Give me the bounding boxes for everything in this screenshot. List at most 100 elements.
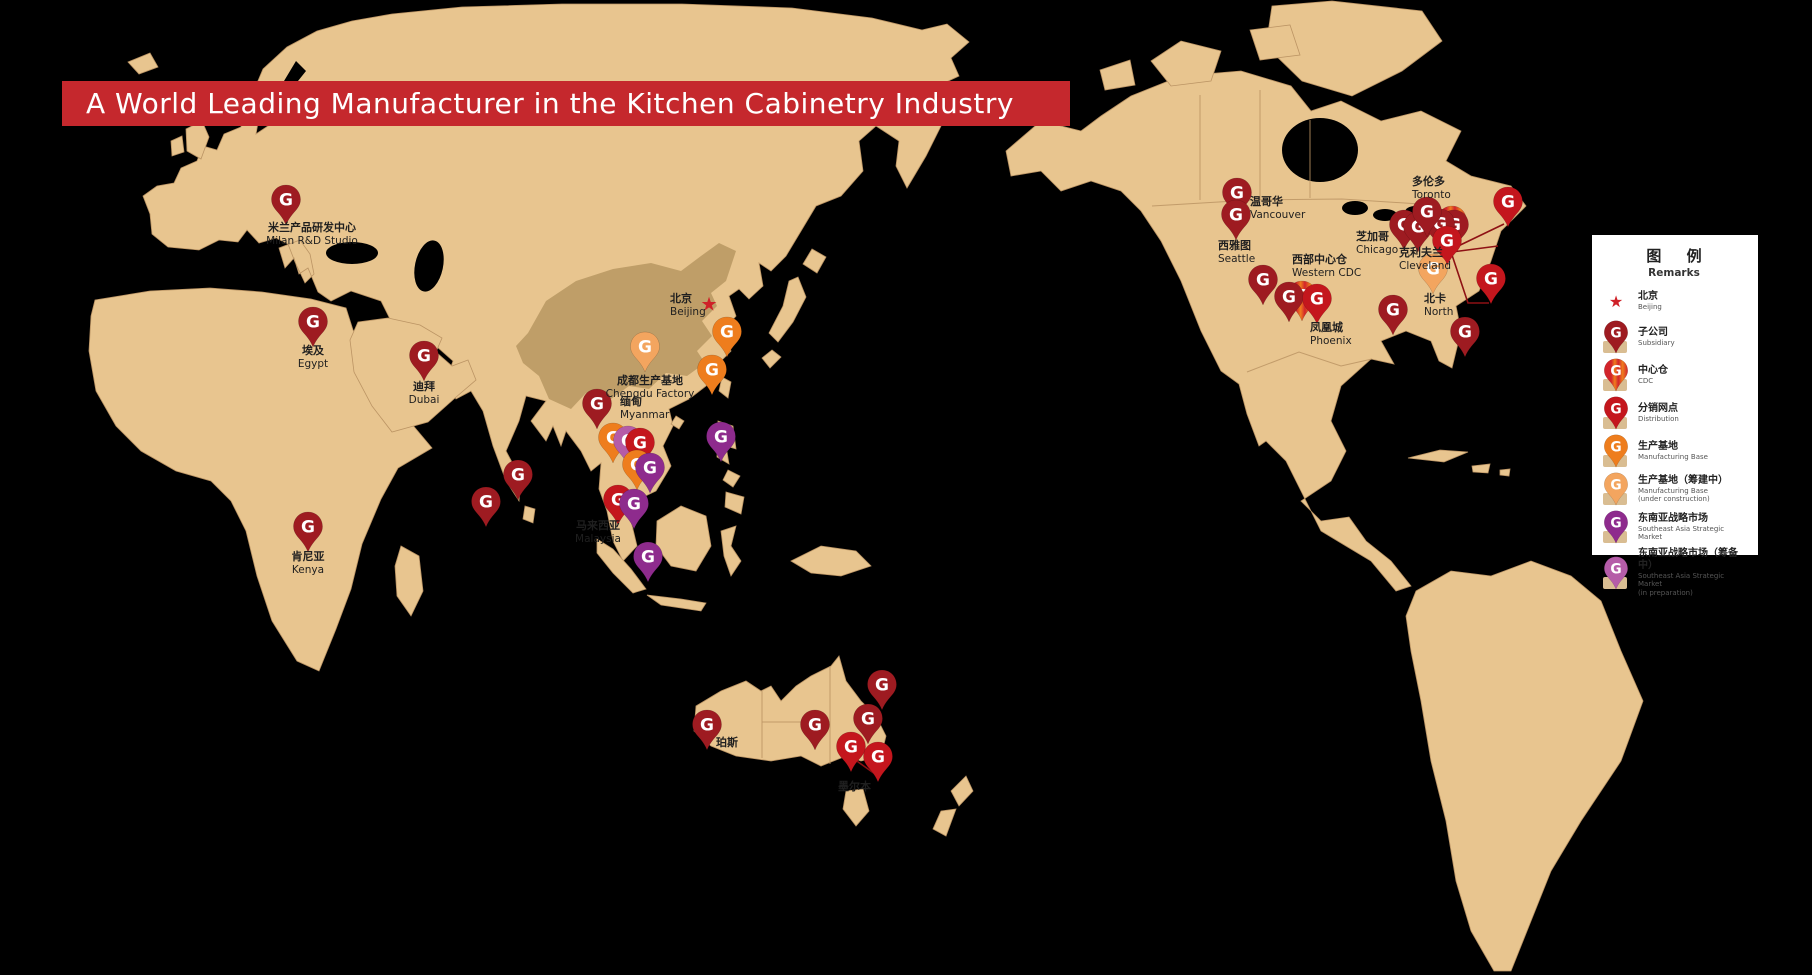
legend-item-sea_market: G 东南亚战略市场 Southeast Asia Strategic Market <box>1598 510 1750 544</box>
islands-new-zealand <box>932 775 974 837</box>
map-label-malaysia-zh: 马来西亚 <box>575 519 620 532</box>
svg-text:G: G <box>417 347 431 367</box>
svg-text:G: G <box>1440 232 1454 252</box>
map-label-north-carolina: 北卡 North <box>1424 292 1453 318</box>
map-pin-seattle: G <box>1220 199 1252 241</box>
map-label-chicago-zh: 芝加哥 <box>1356 230 1389 243</box>
map-label-western-cdc-en: Western CDC <box>1292 266 1362 279</box>
map-pin-tasmania-offshore: G <box>862 741 894 783</box>
map-pin-north-carolina: G <box>1417 253 1449 295</box>
svg-text:G: G <box>1282 288 1296 308</box>
map-label-beijing-zh: 北京 <box>670 292 692 305</box>
distribution-pin-icon: G <box>1598 396 1634 430</box>
map-pin-india-offshore: G <box>470 486 502 528</box>
island-iceland <box>127 52 159 75</box>
map-pin-philippines-sea: G <box>705 421 737 463</box>
svg-text:G: G <box>1229 206 1243 226</box>
map-label-milan-en: Milan R&D Studio <box>266 234 358 247</box>
leader-line-cleveland-to-coast <box>1451 254 1489 304</box>
map-pin-east-offshore: G <box>1475 263 1507 305</box>
border-us-mexico <box>1246 351 1373 373</box>
map-pin-malaysia-sea: G <box>618 488 650 530</box>
continents <box>88 0 1644 972</box>
map-pin-vietnam-sea: G <box>634 452 666 494</box>
svg-text:G: G <box>1610 515 1621 531</box>
islands-japan <box>761 248 827 369</box>
island-madagascar <box>394 545 424 617</box>
map-label-dubai-en: Dubai <box>408 393 440 406</box>
map-pin-melbourne: G <box>835 731 867 773</box>
legend-item-subsidiary-text: 子公司 Subsidiary <box>1638 326 1675 347</box>
map-label-western-cdc-zh: 西部中心仓 <box>1292 253 1347 266</box>
svg-text:G: G <box>875 676 889 696</box>
map-label-perth: 珀斯 <box>716 736 738 750</box>
map-label-chengdu-en: Chengdu Factory <box>605 387 695 400</box>
svg-text:G: G <box>590 395 604 415</box>
continent-south-america <box>1405 560 1644 972</box>
svg-text:G: G <box>1458 323 1472 343</box>
svg-text:G: G <box>871 748 885 768</box>
leader-line-melbourne-to-offshore <box>853 758 876 775</box>
map-label-seattle-zh: 西雅图 <box>1218 239 1251 252</box>
map-label-western-cdc: 西部中心仓 Western CDC <box>1292 253 1362 279</box>
svg-text:G: G <box>861 710 875 730</box>
legend-item-manufacturing_uc: G 生产基地（筹建中） Manufacturing Base (under const… <box>1598 472 1750 506</box>
svg-text:G: G <box>1610 439 1621 455</box>
map-label-chengdu: 成都生产基地 Chengdu Factory <box>605 374 695 400</box>
border-us-canada <box>1151 198 1421 207</box>
svg-text:G: G <box>720 323 734 343</box>
svg-text:G: G <box>1610 477 1621 493</box>
islands-caribbean <box>1407 449 1511 477</box>
map-label-beijing-en: Beijing <box>670 305 706 318</box>
legend-item-manufacturing: G 生产基地 Manufacturing Base <box>1598 434 1750 468</box>
svg-text:G: G <box>1610 325 1621 341</box>
map-label-vancouver: 温哥华 Vancouver <box>1250 195 1305 221</box>
map-label-cleveland-en: Cleveland <box>1399 259 1452 272</box>
manufacturing-uc-pin-icon: G <box>1598 472 1634 506</box>
map-label-chicago-en: Chicago <box>1356 243 1399 256</box>
legend-item-cdc: G 中心仓 CDC <box>1598 358 1750 392</box>
legend-item-sea_market_prep-text: 东南亚战略市场（筹备中） Southeast Asia Strategic Mar… <box>1638 548 1738 597</box>
manufacturing-pin-icon: G <box>1598 434 1634 468</box>
island-tasmania <box>842 788 870 827</box>
map-label-myanmar: 缅甸 Myanmar <box>620 395 669 421</box>
svg-text:G: G <box>511 466 525 486</box>
legend-item-manufacturing_uc-text: 生产基地（筹建中） Manufacturing Base (under constr… <box>1638 474 1728 503</box>
map-pin-east-china-coast: G <box>711 316 743 358</box>
map-pin-california: G <box>1247 264 1279 306</box>
islands-british <box>170 120 210 160</box>
legend-item-manufacturing-text: 生产基地 Manufacturing Base <box>1638 440 1708 461</box>
svg-text:G: G <box>641 548 655 568</box>
map-label-kenya: 肯尼亚 Kenya <box>292 550 325 576</box>
map-label-malaysia-en: Malaysia <box>575 532 621 545</box>
svg-text:G: G <box>844 738 858 758</box>
map-label-phoenix-en: Phoenix <box>1310 334 1352 347</box>
map-label-milan-zh: 米兰产品研发中心 <box>267 221 356 234</box>
svg-text:G: G <box>705 361 719 381</box>
svg-text:G: G <box>479 493 493 513</box>
svg-text:G: G <box>633 434 647 454</box>
sea-market-prep-pin-icon: G <box>1598 556 1634 590</box>
svg-text:G: G <box>1256 271 1270 291</box>
svg-text:G: G <box>306 313 320 333</box>
map-pin-vancouver: G <box>1221 177 1253 219</box>
map-pin-florida: G <box>1449 316 1481 358</box>
legend-item-cdc-text: 中心仓 CDC <box>1638 364 1668 385</box>
map-label-seattle-en: Seattle <box>1218 252 1256 265</box>
peninsula-arabia <box>349 317 477 433</box>
map-label-toronto: 多伦多 Toronto <box>1412 175 1451 201</box>
map-label-egypt-en: Egypt <box>297 357 329 370</box>
island-hainan <box>670 415 685 430</box>
map-label-perth-zh: 珀斯 <box>716 736 738 749</box>
cdc-pin-icon: G <box>1598 358 1634 392</box>
island-new-guinea <box>790 545 872 577</box>
svg-text:G: G <box>1310 290 1324 310</box>
map-pin-chengdu: G <box>629 331 661 373</box>
great-lake-1 <box>1342 201 1368 215</box>
continent-north-america <box>1005 70 1527 592</box>
map-label-phoenix: 凤凰城 Phoenix <box>1310 321 1352 347</box>
svg-text:G: G <box>1230 184 1244 204</box>
beijing-star-icon: ★ <box>700 293 718 316</box>
